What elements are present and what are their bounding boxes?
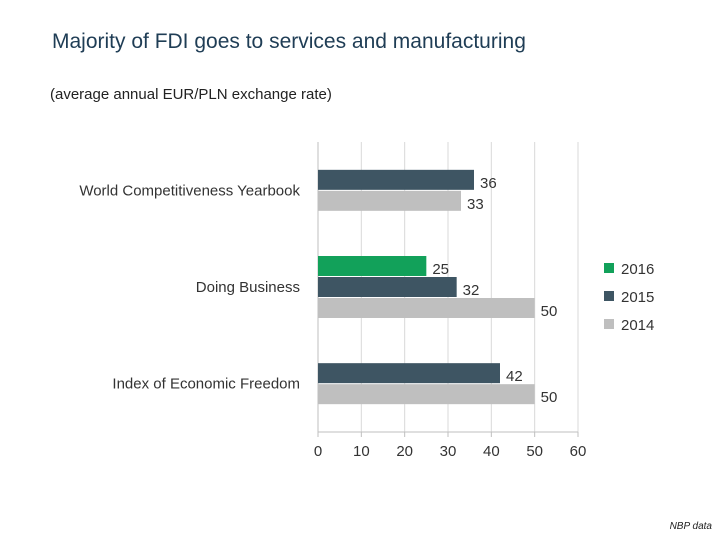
x-tick-label: 30 bbox=[440, 443, 457, 460]
data-label: 36 bbox=[480, 175, 497, 192]
data-label: 25 bbox=[432, 261, 449, 278]
chart-subtitle: (average annual EUR/PLN exchange rate) bbox=[50, 86, 332, 103]
bar-2014 bbox=[318, 298, 535, 318]
bar-2015 bbox=[318, 169, 474, 190]
x-tick-label: 10 bbox=[353, 443, 370, 460]
x-tick-label: 60 bbox=[570, 443, 587, 460]
bar-2015 bbox=[318, 363, 500, 384]
legend-swatch-2014 bbox=[604, 319, 614, 329]
data-label: 50 bbox=[541, 389, 558, 406]
legend-label: 2014 bbox=[621, 317, 654, 334]
bar-2016 bbox=[318, 256, 427, 276]
bar-2015 bbox=[318, 277, 457, 297]
x-tick-label: 50 bbox=[526, 443, 543, 460]
bar-2014 bbox=[318, 190, 461, 211]
legend-label: 2016 bbox=[621, 261, 654, 278]
bar-2014 bbox=[318, 384, 535, 405]
category-label: World Competitiveness Yearbook bbox=[79, 182, 300, 199]
legend-swatch-2015 bbox=[604, 291, 614, 301]
data-label: 42 bbox=[506, 368, 523, 385]
legend-label: 2015 bbox=[621, 289, 654, 306]
x-tick-label: 20 bbox=[396, 443, 413, 460]
category-label: Doing Business bbox=[196, 279, 300, 296]
category-label: Index of Economic Freedom bbox=[112, 376, 300, 393]
legend-swatch-2016 bbox=[604, 263, 614, 273]
data-label: 50 bbox=[541, 303, 558, 320]
x-tick-label: 0 bbox=[314, 443, 322, 460]
x-tick-label: 40 bbox=[483, 443, 500, 460]
data-label: 33 bbox=[467, 196, 484, 213]
source-note: NBP data bbox=[669, 521, 712, 532]
data-label: 32 bbox=[463, 282, 480, 299]
chart-title: Majority of FDI goes to services and man… bbox=[52, 30, 526, 53]
